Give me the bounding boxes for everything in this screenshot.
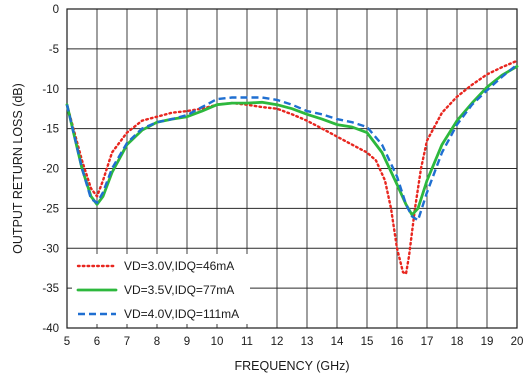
- series-line-2: [65, 65, 519, 217]
- x-axis-title: FREQUENCY (GHz): [234, 359, 349, 373]
- grid: [67, 9, 517, 328]
- y-tick-label: -20: [42, 164, 59, 176]
- y-tick-label: -40: [42, 323, 59, 335]
- y-tick-label: -10: [42, 84, 59, 96]
- x-tick-label: 8: [154, 336, 160, 348]
- y-tick-label: 0: [53, 4, 59, 16]
- plot-area: [66, 8, 518, 329]
- x-tick-label: 20: [511, 336, 524, 348]
- x-tick-label: 7: [124, 336, 130, 348]
- x-tick-label: 14: [331, 336, 344, 348]
- series-line-1: [65, 59, 519, 275]
- x-tick-label: 16: [391, 336, 404, 348]
- legend-label-2: VD=3.5V,IDQ=77mA: [124, 283, 234, 297]
- x-tick-label: 10: [211, 336, 224, 348]
- y-tick-label: -15: [42, 124, 59, 136]
- y-tick-labels: 0 -5 -10 -15 -20 -25 -30 -35 -40: [42, 4, 59, 335]
- y-tick-label: -35: [42, 283, 59, 295]
- x-tick-label: 5: [64, 336, 70, 348]
- legend-label-3: VD=4.0V,IDQ=111mA: [124, 307, 239, 321]
- x-tick-label: 11: [241, 336, 253, 348]
- legend-label-1: VD=3.0V,IDQ=46mA: [124, 259, 234, 273]
- x-tick-label: 12: [271, 336, 284, 348]
- series-line-3: [65, 63, 518, 222]
- x-tick-label: 19: [481, 336, 494, 348]
- plot-border: [66, 8, 518, 329]
- y-tick-label: -25: [42, 203, 59, 215]
- y-tick-label: -5: [49, 44, 59, 56]
- y-tick-label: -30: [42, 243, 59, 255]
- x-tick-label: 6: [94, 336, 100, 348]
- x-tick-labels: 5 6 7 8 9 10 11 12 13 14 15 16 17 18 19 20: [64, 336, 524, 348]
- x-tick-label: 18: [451, 336, 464, 348]
- x-tick-label: 15: [361, 336, 374, 348]
- legend: VD=3.0V,IDQ=46mA VD=3.5V,IDQ=77mA VD=4.0V,…: [72, 254, 250, 324]
- y-axis-title: OUTPUT RETURN LOSS (dB): [11, 83, 25, 254]
- series-lines: [65, 59, 519, 275]
- x-tick-label: 9: [184, 336, 190, 348]
- x-tick-label: 17: [421, 336, 434, 348]
- x-tick-label: 13: [301, 336, 314, 348]
